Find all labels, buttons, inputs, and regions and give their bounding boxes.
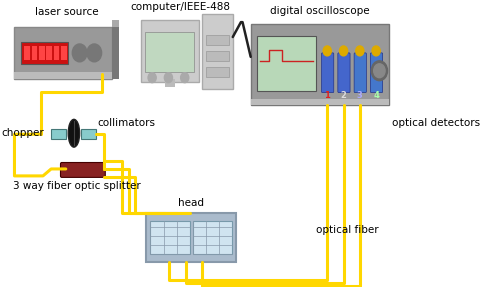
Bar <box>81 129 96 139</box>
FancyBboxPatch shape <box>371 53 383 93</box>
Bar <box>165 79 175 87</box>
Bar <box>257 36 316 91</box>
Circle shape <box>72 44 87 62</box>
Bar <box>61 46 67 60</box>
FancyBboxPatch shape <box>141 20 199 82</box>
FancyBboxPatch shape <box>146 213 236 262</box>
Text: 2: 2 <box>341 91 347 100</box>
Bar <box>54 46 59 60</box>
Text: 1: 1 <box>324 91 330 100</box>
Text: 3 way fiber optic splitter: 3 way fiber optic splitter <box>13 181 141 191</box>
Text: computer/IEEE-488: computer/IEEE-488 <box>131 2 230 12</box>
Bar <box>39 46 45 60</box>
FancyBboxPatch shape <box>251 24 389 105</box>
Text: optical fiber: optical fiber <box>316 226 378 235</box>
Ellipse shape <box>68 119 80 147</box>
Text: optical detectors: optical detectors <box>392 118 480 128</box>
Bar <box>24 46 30 60</box>
Circle shape <box>371 61 387 81</box>
FancyBboxPatch shape <box>202 14 233 89</box>
Text: 4: 4 <box>373 91 379 100</box>
Bar <box>145 32 193 72</box>
Circle shape <box>164 73 172 83</box>
FancyBboxPatch shape <box>14 72 112 79</box>
Text: head: head <box>178 198 204 208</box>
Circle shape <box>356 46 364 56</box>
Text: laser source: laser source <box>35 7 98 17</box>
FancyBboxPatch shape <box>251 98 389 105</box>
Bar <box>32 46 37 60</box>
Text: collimators: collimators <box>97 118 156 128</box>
Bar <box>51 129 66 139</box>
FancyBboxPatch shape <box>60 162 105 177</box>
FancyBboxPatch shape <box>322 53 334 93</box>
Text: chopper: chopper <box>2 128 45 138</box>
Circle shape <box>372 46 380 56</box>
Circle shape <box>373 64 385 78</box>
Bar <box>206 67 228 77</box>
Bar <box>206 51 228 61</box>
FancyBboxPatch shape <box>338 53 350 93</box>
Bar <box>46 46 52 60</box>
Bar <box>193 220 232 254</box>
Text: digital oscilloscope: digital oscilloscope <box>270 6 370 16</box>
FancyBboxPatch shape <box>354 53 366 93</box>
Circle shape <box>180 73 189 83</box>
Bar <box>151 220 190 254</box>
Circle shape <box>87 44 102 62</box>
FancyBboxPatch shape <box>14 27 112 79</box>
Bar <box>21 42 68 64</box>
Circle shape <box>148 73 156 83</box>
FancyBboxPatch shape <box>112 27 119 79</box>
Polygon shape <box>112 20 119 27</box>
Circle shape <box>339 46 348 56</box>
Circle shape <box>323 46 331 56</box>
Text: 3: 3 <box>357 91 363 100</box>
Bar <box>206 35 228 45</box>
